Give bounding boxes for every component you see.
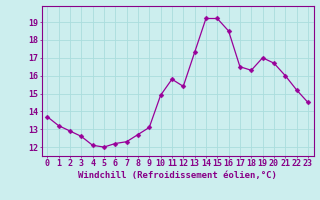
X-axis label: Windchill (Refroidissement éolien,°C): Windchill (Refroidissement éolien,°C) [78,171,277,180]
